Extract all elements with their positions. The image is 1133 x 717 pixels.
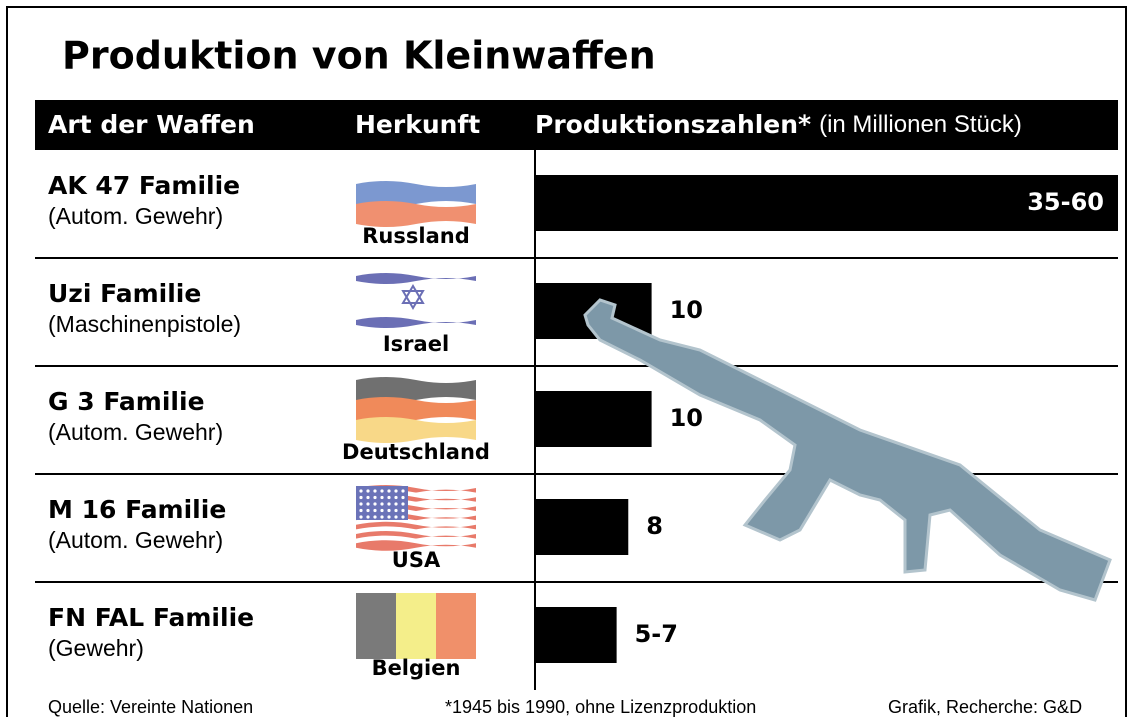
flag-star: [380, 509, 383, 512]
origin-label: Russland: [362, 224, 469, 248]
flag-star: [403, 286, 423, 308]
category-subtitle: (Autom. Gewehr): [48, 527, 223, 553]
bar: [535, 607, 617, 663]
flag-star: [359, 496, 362, 499]
flag-star: [387, 515, 390, 518]
footnote: *1945 bis 1990, ohne Lizenzproduktion: [445, 697, 756, 717]
flag-star: [394, 515, 397, 518]
category-label: M 16 Familie: [48, 495, 226, 524]
origin-label: Deutschland: [342, 440, 490, 464]
flag-star: [373, 509, 376, 512]
flag-stripe: [436, 593, 476, 659]
flag-star: [359, 502, 362, 505]
category-subtitle: (Maschinenpistole): [48, 311, 241, 337]
flag-star: [359, 489, 362, 492]
column-header: Herkunft: [355, 110, 480, 139]
flag-star: [401, 509, 404, 512]
flag-star: [394, 489, 397, 492]
flag-star: [387, 509, 390, 512]
origin-label: USA: [392, 548, 441, 572]
flag-stripe: [396, 593, 436, 659]
category-label: Uzi Familie: [48, 279, 201, 308]
credit: Grafik, Recherche: G&D: [888, 697, 1082, 717]
value-label: 10: [670, 296, 703, 324]
flag: [356, 485, 476, 551]
value-label: 8: [646, 512, 663, 540]
flag-star: [366, 515, 369, 518]
flag-star: [394, 502, 397, 505]
flag-star: [380, 515, 383, 518]
flag-star: [373, 489, 376, 492]
source: Quelle: Vereinte Nationen: [48, 697, 253, 717]
chart-title: Produktion von Kleinwaffen: [62, 34, 656, 78]
x-axis-label: (in Millionen Stück): [819, 111, 1022, 138]
flag-star: [373, 496, 376, 499]
origin-label: Belgien: [372, 656, 461, 680]
bar: [535, 391, 652, 447]
value-label: 5-7: [635, 620, 678, 648]
flag-star: [387, 489, 390, 492]
column-header-text: Produktionszahlen*: [535, 110, 811, 139]
flag-star: [387, 496, 390, 499]
flag-star: [401, 496, 404, 499]
bar: [535, 499, 628, 555]
category-label: FN FAL Familie: [48, 603, 254, 632]
category-label: AK 47 Familie: [48, 171, 240, 200]
flag: [356, 161, 476, 227]
flag-star: [380, 502, 383, 505]
flag: [356, 593, 476, 659]
category-label: G 3 Familie: [48, 387, 205, 416]
flag-star: [380, 496, 383, 499]
flag-star: [394, 496, 397, 499]
flag: [356, 273, 476, 328]
flag-star: [401, 489, 404, 492]
flag-star: [380, 489, 383, 492]
value-label: 35-60: [1027, 188, 1104, 216]
flag-star: [394, 509, 397, 512]
flag-star: [366, 509, 369, 512]
flag-star: [387, 502, 390, 505]
origin-label: Israel: [383, 332, 449, 356]
flag-stripe: [356, 317, 476, 328]
column-header: Art der Waffen: [48, 110, 255, 139]
flag-star: [359, 509, 362, 512]
value-label: 10: [670, 404, 703, 432]
chart: Produktion von Kleinwaffen Art der Waffe…: [0, 0, 1133, 717]
rifle-illustration: [585, 300, 1110, 600]
flag-star: [359, 515, 362, 518]
flag-star: [366, 496, 369, 499]
flag-star: [401, 515, 404, 518]
category-subtitle: (Gewehr): [48, 635, 144, 661]
column-header: Produktionszahlen* (in Millionen Stück): [535, 110, 1022, 139]
category-subtitle: (Autom. Gewehr): [48, 419, 223, 445]
flag-star: [366, 502, 369, 505]
category-subtitle: (Autom. Gewehr): [48, 203, 223, 229]
flag-stripe: [356, 273, 476, 284]
flag-star: [373, 502, 376, 505]
flag-star: [373, 515, 376, 518]
flag: [356, 377, 476, 443]
flag-stripe: [356, 593, 396, 659]
flag-star: [401, 502, 404, 505]
flag-star: [366, 489, 369, 492]
